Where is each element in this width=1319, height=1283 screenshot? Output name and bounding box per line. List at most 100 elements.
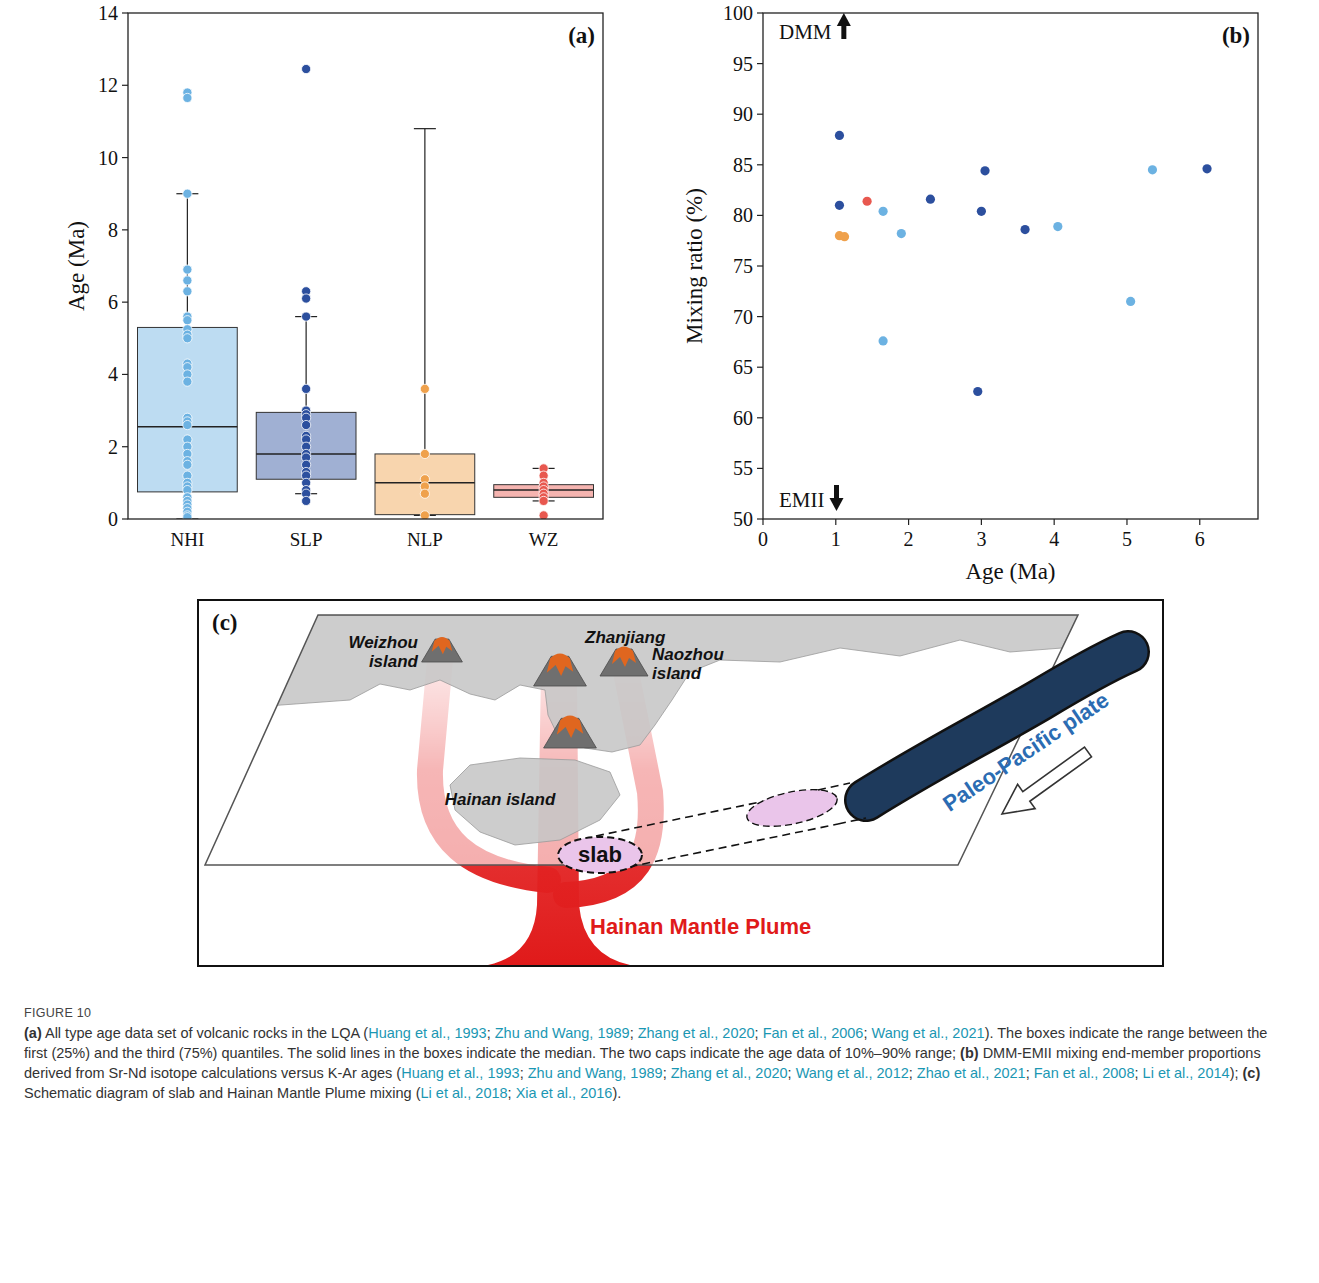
x-tick-label: 3 xyxy=(976,528,986,550)
y-tick-label: 70 xyxy=(733,306,753,328)
y-tick-label: 8 xyxy=(108,219,118,241)
place-label-line: Naozhou xyxy=(652,645,724,664)
point xyxy=(183,460,192,469)
y-tick-label: 0 xyxy=(108,508,118,530)
volcano-lava xyxy=(557,716,583,739)
caption-run: ; xyxy=(755,1025,763,1041)
caption-run: ; xyxy=(863,1025,871,1041)
point xyxy=(183,93,192,102)
citation[interactable]: Zhu and Wang, 1989 xyxy=(495,1025,630,1041)
annotation-arrow xyxy=(841,25,846,39)
point xyxy=(183,420,192,429)
x-tick-label: 0 xyxy=(758,528,768,550)
x-tick xyxy=(762,519,763,525)
whisker-high xyxy=(187,194,188,328)
y-tick xyxy=(757,468,763,469)
point xyxy=(302,496,311,505)
panel-label: (c) xyxy=(212,610,238,635)
citation[interactable]: Zhang et al., 2020 xyxy=(671,1065,788,1081)
annotation: DMM xyxy=(779,20,832,44)
box xyxy=(375,454,475,515)
point xyxy=(1148,165,1157,174)
y-tick xyxy=(122,302,128,303)
point xyxy=(420,384,429,393)
y-tick xyxy=(757,367,763,368)
point xyxy=(302,64,311,73)
citation[interactable]: Li et al., 2018 xyxy=(421,1085,508,1101)
citation[interactable]: Xia et al., 2016 xyxy=(516,1085,613,1101)
point xyxy=(840,232,849,241)
y-tick xyxy=(757,215,763,216)
x-tick xyxy=(835,519,836,525)
x-tick-label: 6 xyxy=(1195,528,1205,550)
y-tick-label: 14 xyxy=(98,2,118,24)
point xyxy=(183,189,192,198)
caption-run: ; xyxy=(487,1025,495,1041)
caption-run: (a) xyxy=(24,1025,42,1041)
place-label: Weizhouisland xyxy=(348,633,418,671)
citation[interactable]: Zhu and Wang, 1989 xyxy=(528,1065,663,1081)
place-label-line: island xyxy=(369,652,419,671)
x-tick-label: 2 xyxy=(904,528,914,550)
citation[interactable]: Fan et al., 2008 xyxy=(1034,1065,1135,1081)
frame xyxy=(128,13,603,519)
caption-run: ). xyxy=(612,1085,621,1101)
point xyxy=(302,384,311,393)
citation[interactable]: Li et al., 2014 xyxy=(1143,1065,1230,1081)
y-tick-label: 95 xyxy=(733,53,753,75)
box xyxy=(138,327,238,491)
place-label-line: island xyxy=(652,664,702,683)
volcano xyxy=(544,716,597,748)
y-tick-label: 6 xyxy=(108,291,118,313)
citation[interactable]: Zhao et al., 2021 xyxy=(917,1065,1026,1081)
caption-run: (c) xyxy=(1243,1065,1261,1081)
citation[interactable]: Huang et al., 1993 xyxy=(368,1025,487,1041)
citation[interactable]: Zhang et al., 2020 xyxy=(638,1025,755,1041)
point xyxy=(539,511,548,519)
y-tick-label: 50 xyxy=(733,508,753,530)
volcano xyxy=(600,647,648,677)
caption-run: ; xyxy=(1135,1065,1143,1081)
caption-run: ); xyxy=(1230,1065,1243,1081)
point xyxy=(183,377,192,386)
x-tick-label: 4 xyxy=(1049,528,1059,550)
point xyxy=(980,166,989,175)
y-tick xyxy=(757,63,763,64)
citation[interactable]: Wang et al., 2012 xyxy=(796,1065,909,1081)
annotation: EMII xyxy=(779,488,825,512)
y-tick xyxy=(122,229,128,230)
y-tick-label: 85 xyxy=(733,154,753,176)
slab xyxy=(558,837,642,873)
cap-high xyxy=(414,128,436,129)
y-tick xyxy=(757,114,763,115)
citation[interactable]: Huang et al., 1993 xyxy=(401,1065,520,1081)
caption-run: ; xyxy=(663,1065,671,1081)
point xyxy=(835,131,844,140)
point xyxy=(183,316,192,325)
y-tick xyxy=(757,12,763,13)
point xyxy=(183,265,192,274)
point xyxy=(183,287,192,296)
x-tick-label: SLP xyxy=(290,529,323,550)
x-tick-label: NLP xyxy=(407,529,443,550)
caption-run: ; xyxy=(909,1065,917,1081)
box xyxy=(256,412,356,479)
point xyxy=(1020,225,1029,234)
y-tick xyxy=(122,518,128,519)
y-tick-label: 75 xyxy=(733,255,753,277)
volcano xyxy=(422,637,463,662)
point xyxy=(897,229,906,238)
whisker-high xyxy=(306,317,307,413)
y-tick xyxy=(122,157,128,158)
citation[interactable]: Wang et al., 2021 xyxy=(872,1025,985,1041)
y-tick xyxy=(122,446,128,447)
y-tick xyxy=(757,164,763,165)
y-tick xyxy=(757,518,763,519)
point xyxy=(926,195,935,204)
citation[interactable]: Fan et al., 2006 xyxy=(763,1025,864,1041)
y-tick xyxy=(757,265,763,266)
panel-label: (a) xyxy=(568,23,595,48)
x-tick-label: 5 xyxy=(1122,528,1132,550)
point xyxy=(302,312,311,321)
plot-a xyxy=(138,64,594,519)
